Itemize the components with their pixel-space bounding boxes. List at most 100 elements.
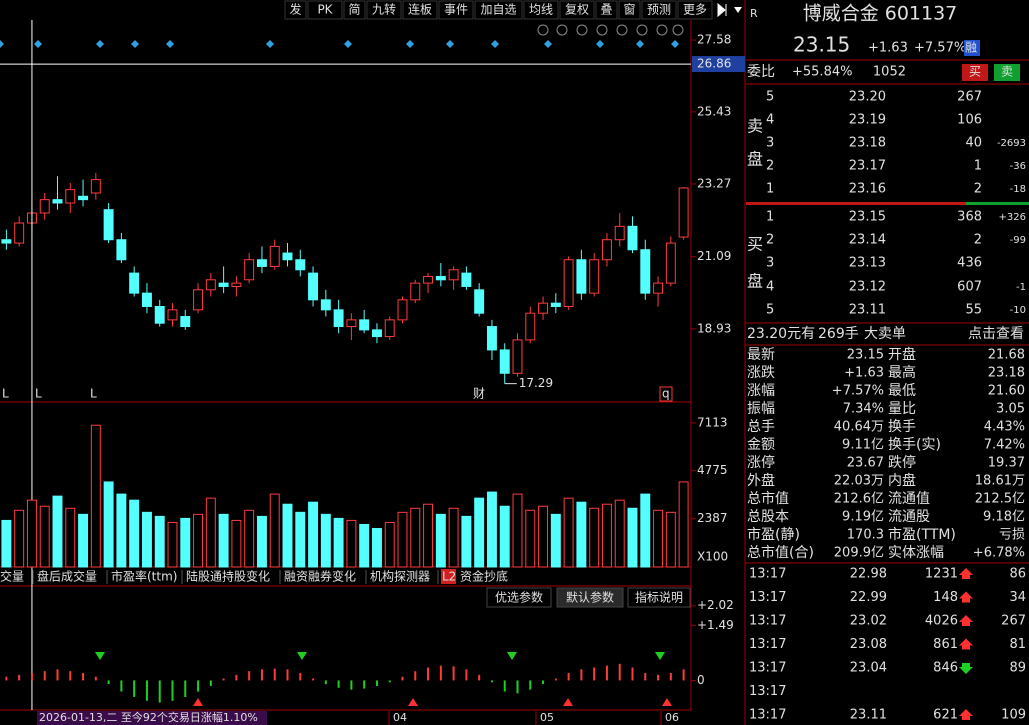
tab[interactable]: 机构探测器 — [370, 569, 430, 584]
indicator-button[interactable] — [627, 587, 691, 608]
event-marker[interactable] — [96, 40, 104, 48]
volume-bar — [320, 513, 331, 568]
candle-body — [52, 199, 63, 204]
signal-down — [655, 652, 665, 660]
volume-bar — [423, 503, 434, 568]
toolbar-button-label[interactable]: 均线 — [529, 3, 553, 17]
tab[interactable]: 交量 — [0, 569, 24, 584]
trade-volume: 4026 — [925, 614, 958, 629]
toolbar-button-label[interactable]: 发 — [289, 2, 301, 17]
tab[interactable]: 融资融券变化 — [284, 569, 356, 584]
indicator-button[interactable] — [486, 587, 552, 608]
event-marker[interactable] — [166, 40, 174, 48]
event-marker[interactable] — [34, 40, 42, 48]
event-marker[interactable] — [671, 40, 679, 48]
toolbar-button-label[interactable]: 九转 — [372, 2, 396, 17]
candle-body — [538, 302, 549, 314]
toolbar-button-label[interactable]: 事件 — [444, 3, 468, 17]
sell-button[interactable] — [994, 64, 1020, 81]
event-marker[interactable] — [406, 40, 414, 48]
date-tick-label: 04 — [393, 711, 407, 724]
event-marker[interactable] — [491, 40, 499, 48]
toolbar-button-label[interactable]: 预测 — [647, 3, 671, 17]
toolbar-button[interactable] — [284, 0, 307, 20]
tab[interactable]: L2 — [442, 570, 456, 584]
toolbar-end-icon[interactable] — [717, 2, 727, 18]
volume-bar — [154, 515, 165, 568]
chart-tool-icon[interactable] — [596, 24, 608, 36]
toolbar-button-label[interactable]: 复权 — [565, 3, 589, 17]
toolbar-button[interactable] — [474, 0, 523, 20]
tab[interactable]: 盘后成交量 — [37, 569, 97, 584]
toolbar-button[interactable] — [343, 0, 366, 20]
event-label[interactable]: L — [2, 387, 9, 401]
event-marker[interactable] — [0, 40, 4, 48]
event-marker[interactable] — [596, 40, 604, 48]
stat-value: 9.18亿 — [983, 510, 1025, 525]
sell-button-label[interactable]: 卖 — [1001, 65, 1013, 79]
indicator-button[interactable] — [556, 587, 624, 608]
toolbar-button[interactable] — [307, 0, 343, 20]
buy-button-label[interactable]: 买 — [969, 65, 981, 79]
toolbar-button-label[interactable]: 连板 — [408, 2, 432, 17]
event-marker[interactable] — [636, 40, 644, 48]
stat-label: 流通值 — [888, 491, 930, 507]
toolbar-button[interactable] — [641, 0, 677, 20]
event-label[interactable]: L — [90, 387, 97, 401]
candle-body — [14, 222, 25, 244]
chart-tool-icon[interactable] — [537, 24, 549, 36]
toolbar-button-label[interactable]: PK — [317, 3, 333, 17]
book-level: 5 — [766, 303, 774, 318]
y-tick-label: +1.49 — [697, 618, 734, 632]
toolbar-button-label[interactable]: 窗 — [623, 3, 635, 17]
chart-tool-icon[interactable] — [636, 24, 648, 36]
big-order[interactable]: 点击查看 — [968, 326, 1024, 342]
toolbar-button-label[interactable]: 更多 — [683, 3, 707, 17]
toolbar-button[interactable] — [523, 0, 559, 20]
volume-bar — [269, 493, 280, 568]
toolbar-button[interactable] — [618, 0, 641, 20]
toolbar-menu-icon[interactable] — [734, 7, 742, 13]
candle-body — [563, 259, 574, 308]
volume-bar — [231, 519, 242, 568]
indicator-button-label[interactable]: 优选参数 — [495, 590, 543, 605]
tab[interactable]: 市盈率(ttm) — [111, 569, 177, 584]
stat-value: 21.60 — [988, 384, 1025, 399]
event-marker[interactable] — [266, 40, 274, 48]
toolbar-button-label[interactable]: 简 — [348, 3, 360, 17]
toolbar-button[interactable] — [438, 0, 474, 20]
book-side-label: 买 — [747, 235, 763, 254]
event-marker[interactable] — [131, 40, 139, 48]
chart-tool-icon[interactable] — [576, 24, 588, 36]
tab[interactable]: 资金抄底 — [460, 569, 508, 584]
stat-label: 总股本 — [747, 509, 789, 525]
event-marker[interactable] — [446, 40, 454, 48]
book-price: 23.17 — [849, 159, 886, 174]
tab[interactable]: 陆股通持股变化 — [186, 569, 270, 584]
chart-tool-icon[interactable] — [656, 24, 668, 36]
book-volume: 1 — [974, 159, 982, 174]
chart-tool-icon[interactable] — [616, 24, 628, 36]
big-order: 大卖单 — [864, 326, 906, 342]
trade-price: 22.99 — [850, 590, 887, 605]
event-label[interactable]: L — [35, 387, 42, 401]
toolbar-button-label[interactable]: 加自选 — [480, 3, 516, 17]
toolbar-button-label[interactable]: 叠 — [600, 3, 612, 17]
toolbar-button[interactable] — [559, 0, 595, 20]
toolbar-button[interactable] — [366, 0, 402, 20]
toolbar-button[interactable] — [402, 0, 438, 20]
chart-tool-icon[interactable] — [556, 24, 568, 36]
toolbar-button[interactable] — [677, 0, 713, 20]
event-label[interactable]: q — [662, 387, 670, 401]
chart-tool-icon[interactable] — [672, 24, 684, 36]
candle-body — [180, 316, 191, 328]
event-label[interactable]: 财 — [473, 387, 485, 401]
event-marker[interactable] — [544, 40, 552, 48]
crosshair-label-bg — [692, 56, 745, 73]
buy-button[interactable] — [962, 64, 988, 81]
indicator-button-label[interactable]: 指标说明 — [635, 590, 683, 605]
indicator-button-label[interactable]: 默认参数 — [566, 590, 614, 605]
toolbar-button[interactable] — [595, 0, 618, 20]
event-marker[interactable] — [344, 40, 352, 48]
